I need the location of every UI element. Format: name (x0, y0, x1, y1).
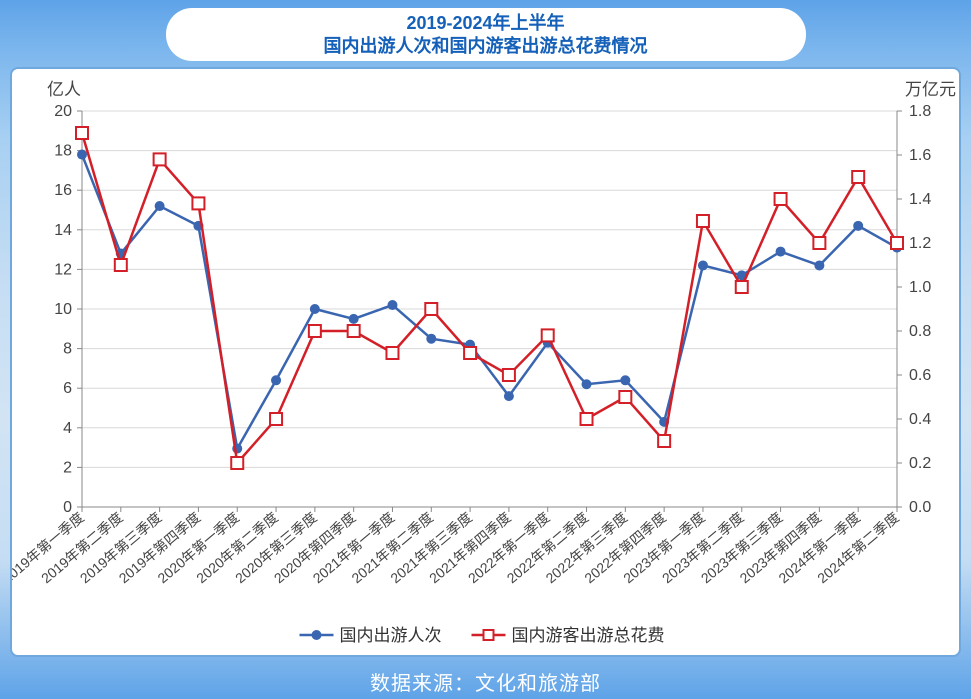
svg-text:20: 20 (54, 103, 72, 120)
svg-text:0.6: 0.6 (909, 367, 931, 384)
svg-text:1.0: 1.0 (909, 279, 931, 296)
svg-text:10: 10 (54, 301, 72, 318)
svg-text:14: 14 (54, 222, 72, 239)
svg-text:2: 2 (63, 459, 72, 476)
svg-text:万亿元: 万亿元 (905, 80, 956, 99)
svg-text:0.0: 0.0 (909, 499, 931, 516)
svg-text:0.4: 0.4 (909, 411, 931, 428)
svg-text:6: 6 (63, 380, 72, 397)
svg-text:国内出游人次: 国内出游人次 (340, 626, 442, 645)
svg-text:12: 12 (54, 261, 72, 278)
svg-text:0.8: 0.8 (909, 323, 931, 340)
chart-panel: 024681012141618200.00.20.40.60.81.01.21.… (10, 67, 961, 657)
svg-text:0.2: 0.2 (909, 455, 931, 472)
svg-text:亿人: 亿人 (47, 80, 81, 99)
svg-text:1.2: 1.2 (909, 235, 931, 252)
title-line-1: 2019-2024年上半年 (176, 12, 796, 35)
svg-text:16: 16 (54, 182, 72, 199)
svg-text:8: 8 (63, 341, 72, 358)
svg-text:18: 18 (54, 143, 72, 160)
figure-container: 2019-2024年上半年 国内出游人次和国内游客出游总花费情况 0246810… (0, 0, 971, 699)
svg-text:1.6: 1.6 (909, 147, 931, 164)
data-source-footer: 数据来源：文化和旅游部 (4, 657, 967, 696)
svg-text:国内游客出游总花费: 国内游客出游总花费 (512, 626, 665, 645)
title-pill: 2019-2024年上半年 国内出游人次和国内游客出游总花费情况 (166, 8, 806, 61)
dual-axis-line-chart: 024681012141618200.00.20.40.60.81.01.21.… (12, 69, 967, 655)
title-line-2: 国内出游人次和国内游客出游总花费情况 (176, 35, 796, 58)
svg-text:1.4: 1.4 (909, 191, 931, 208)
svg-text:4: 4 (63, 420, 72, 437)
svg-text:1.8: 1.8 (909, 103, 931, 120)
